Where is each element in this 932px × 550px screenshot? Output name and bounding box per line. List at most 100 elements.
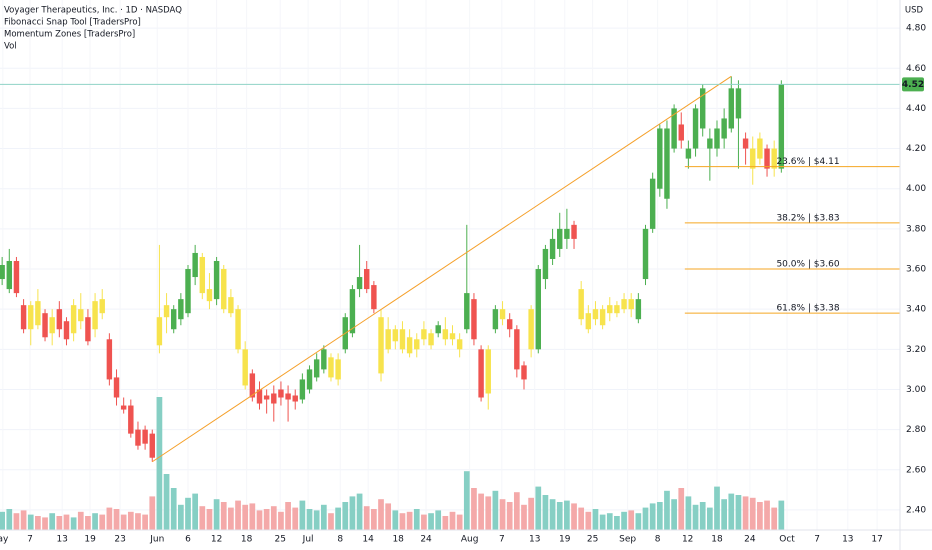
volume-bar bbox=[242, 504, 249, 530]
volume-bar bbox=[685, 496, 692, 530]
candle-body bbox=[0, 265, 5, 280]
volume-bar bbox=[664, 490, 670, 530]
y-tick-label: 2.80 bbox=[906, 425, 926, 435]
volume-bar bbox=[406, 511, 413, 530]
volume-bar bbox=[671, 499, 677, 530]
candle-body bbox=[485, 349, 491, 394]
x-tick-label: 17 bbox=[871, 535, 882, 545]
volume-bar bbox=[313, 510, 320, 530]
x-tick-label: 12 bbox=[682, 535, 693, 545]
volume-bar bbox=[764, 500, 770, 530]
volume-bar bbox=[778, 500, 785, 530]
volume-bar bbox=[156, 397, 163, 530]
volume-bar bbox=[85, 516, 91, 530]
candle-body bbox=[664, 128, 670, 199]
volume-bar bbox=[413, 509, 420, 530]
volume-bar bbox=[192, 493, 199, 530]
volume-bar bbox=[99, 514, 106, 530]
candle-body bbox=[242, 349, 248, 386]
volume-bar bbox=[471, 488, 477, 530]
candle-body bbox=[678, 124, 684, 141]
candle-body bbox=[585, 313, 592, 330]
x-tick-label: 18 bbox=[711, 535, 723, 545]
candle-body bbox=[428, 333, 434, 346]
candle-body bbox=[521, 365, 527, 380]
volume-bar bbox=[635, 513, 642, 530]
candle-body bbox=[478, 349, 484, 398]
candle-body bbox=[70, 305, 77, 334]
volume-bar bbox=[149, 496, 156, 530]
volume-bar bbox=[6, 509, 13, 530]
volume-bar bbox=[142, 514, 148, 530]
candle-body bbox=[456, 339, 463, 350]
volume-bar bbox=[371, 509, 377, 530]
candle-body bbox=[435, 325, 441, 334]
volume-bar bbox=[213, 499, 220, 530]
x-tick-label: 7 bbox=[499, 535, 505, 545]
candle-body bbox=[235, 309, 241, 350]
x-tick-label: 23 bbox=[114, 535, 125, 545]
candle-body bbox=[449, 333, 456, 340]
volume-bar bbox=[20, 510, 27, 530]
volume-bar bbox=[549, 499, 556, 530]
candle-body bbox=[742, 138, 749, 149]
x-tick-label: 18 bbox=[392, 535, 404, 545]
volume-bar bbox=[757, 502, 763, 530]
candle-body bbox=[392, 329, 399, 342]
volume-bar bbox=[70, 517, 77, 530]
candle-body bbox=[135, 429, 141, 446]
volume-bar bbox=[292, 507, 299, 530]
y-tick-label: 4.00 bbox=[906, 184, 926, 194]
candle-body bbox=[592, 309, 599, 320]
volume-bar bbox=[270, 506, 277, 530]
volume-bar bbox=[485, 496, 492, 530]
candle-body bbox=[414, 339, 420, 350]
candle-body bbox=[628, 299, 634, 310]
y-tick-label: 3.00 bbox=[906, 385, 926, 395]
candle-body bbox=[385, 329, 391, 350]
candle-body bbox=[421, 329, 427, 340]
x-tick-label: 18 bbox=[241, 535, 253, 545]
candle-body bbox=[607, 305, 613, 314]
volume-bar bbox=[256, 510, 263, 530]
candle-body bbox=[364, 269, 370, 290]
fib-label: 23.6% | $4.11 bbox=[776, 157, 839, 167]
candle-body bbox=[49, 317, 55, 334]
volume-bar bbox=[442, 516, 449, 530]
y-tick-label: 4.80 bbox=[906, 24, 926, 34]
fib-label: 38.2% | $3.83 bbox=[776, 213, 839, 223]
candle-body bbox=[85, 317, 91, 342]
volume-bar bbox=[263, 509, 270, 530]
volume-bar bbox=[399, 513, 406, 530]
currency[interactable]: USD bbox=[905, 6, 924, 16]
volume-bar bbox=[163, 474, 170, 530]
volume-bar bbox=[35, 516, 41, 530]
x-tick-label: ay bbox=[0, 535, 9, 545]
candle-body bbox=[149, 433, 155, 458]
candle-body bbox=[671, 108, 677, 149]
volume-bar bbox=[592, 509, 599, 530]
volume-bar bbox=[170, 488, 177, 530]
volume-bar bbox=[13, 513, 20, 530]
volume-bar bbox=[92, 513, 98, 530]
candle-body bbox=[499, 309, 506, 320]
candle-body bbox=[321, 349, 327, 370]
x-tick-label: 19 bbox=[84, 535, 96, 545]
candle-body bbox=[63, 321, 70, 340]
candle-body bbox=[285, 393, 291, 400]
volume-bar bbox=[127, 511, 134, 530]
volume-pane bbox=[0, 397, 785, 530]
volume-bar bbox=[535, 486, 542, 530]
volume-bar bbox=[706, 507, 713, 530]
x-tick-label: 6 bbox=[185, 535, 191, 545]
candle-body bbox=[13, 260, 20, 294]
candle-body bbox=[221, 269, 227, 310]
volume-bar bbox=[499, 499, 506, 530]
volume-bar bbox=[463, 471, 470, 530]
candle-body bbox=[492, 309, 499, 330]
candle-body bbox=[6, 260, 13, 290]
candle-body bbox=[685, 148, 692, 159]
x-tick-label: 8 bbox=[337, 535, 343, 545]
indicator-name: Fibonacci Snap Tool [TradersPro] bbox=[4, 18, 141, 28]
